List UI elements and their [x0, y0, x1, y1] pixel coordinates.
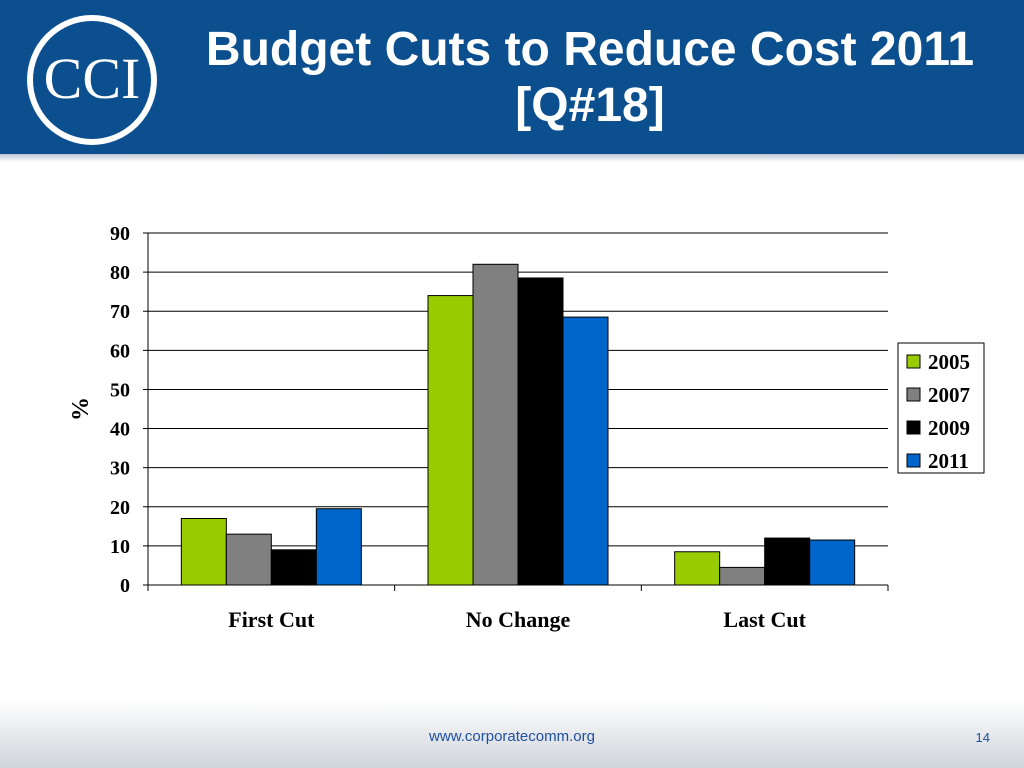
- footer-bar: [0, 700, 1024, 768]
- grouped-bar-chart: 0 10 20 30 40 50 60 70 80 90% First Cut No Change La…: [68, 223, 985, 632]
- slide-title-line-1: Budget Cuts to Reduce Cost 2011: [205, 23, 975, 76]
- footer-url[interactable]: www.corporatecomm.org: [429, 728, 595, 745]
- legend-label-2007: 2007: [928, 383, 970, 407]
- x-category-label: Last Cut: [723, 607, 806, 632]
- bar-2011-no-change: [562, 316, 609, 586]
- header-divider: [0, 154, 1024, 162]
- header-bar: [0, 0, 1024, 154]
- y-tick-label: 90: [110, 223, 130, 245]
- bar-2007-first-cut: [225, 533, 272, 586]
- legend-label-2011: 2011: [928, 449, 969, 473]
- y-tick-label: 80: [110, 262, 130, 284]
- legend-swatch-2009: [906, 420, 921, 435]
- y-tick-label: 10: [110, 536, 130, 558]
- x-category-label: First Cut: [228, 607, 315, 632]
- slide-title: Budget Cuts to Reduce Cost 2011 [Q#18]: [160, 22, 1020, 134]
- bar-2009-first-cut: [270, 549, 317, 586]
- legend-swatch-2005: [906, 354, 921, 369]
- y-tick-label: 30: [110, 458, 130, 480]
- slide-title-line-2: [Q#18]: [515, 79, 665, 132]
- bar-2009-no-change: [517, 277, 564, 586]
- y-tick-label: 50: [110, 379, 130, 401]
- y-tick-label: 40: [110, 419, 130, 441]
- bar-2011-last-cut: [809, 539, 856, 586]
- bar-2007-no-change: [472, 263, 519, 586]
- bar-2007-last-cut: [719, 566, 766, 586]
- y-tick-label: 60: [110, 340, 130, 362]
- y-axis-label: %: [68, 397, 94, 421]
- bar-2005-no-change: [427, 295, 474, 586]
- y-tick-label: 0: [120, 575, 130, 597]
- y-tick-label: 20: [110, 497, 130, 519]
- page-number: 14: [975, 730, 990, 745]
- bar-2005-first-cut: [180, 518, 227, 586]
- legend-label-2005: 2005: [928, 350, 970, 374]
- cci-logo: CCI: [27, 15, 157, 145]
- bar-2009-last-cut: [764, 537, 811, 586]
- legend-swatch-2011: [906, 453, 921, 468]
- x-category-label: No Change: [466, 607, 571, 632]
- svg-text:CCI: CCI: [44, 46, 141, 111]
- legend-swatch-2007: [906, 387, 921, 402]
- bar-2005-last-cut: [674, 551, 721, 586]
- y-tick-label: 70: [110, 301, 130, 323]
- bar-2011-first-cut: [315, 508, 362, 586]
- legend-label-2009: 2009: [928, 416, 970, 440]
